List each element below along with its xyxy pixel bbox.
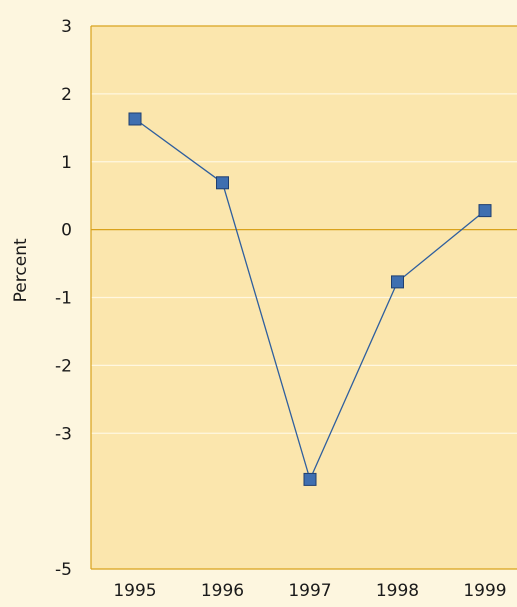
y-tick-label: 1 xyxy=(61,153,72,173)
x-tick-label: 1997 xyxy=(288,581,331,601)
data-point xyxy=(216,176,229,190)
y-tick-label: -2 xyxy=(55,356,72,376)
y-axis-label: Percent xyxy=(11,238,31,302)
x-tick-label: 1995 xyxy=(113,581,156,601)
series xyxy=(128,112,492,486)
data-point xyxy=(478,204,492,218)
y-tick-label: -1 xyxy=(55,289,72,309)
axes xyxy=(90,25,517,570)
x-tick-labels: 1995 1996 1997 1998 1999 xyxy=(113,581,506,601)
x-tick-label: 1998 xyxy=(376,581,419,601)
y-tick-label: -5 xyxy=(55,560,72,580)
x-tick-label: 1996 xyxy=(201,581,244,601)
y-tick-label: 2 xyxy=(61,85,72,105)
x-tick-label: 1999 xyxy=(463,581,506,601)
data-point xyxy=(391,275,404,289)
y-tick-label: 3 xyxy=(61,17,72,37)
y-tick-labels: 3 2 1 0 -1 -2 -3 -5 xyxy=(55,17,72,580)
data-point xyxy=(303,472,317,486)
y-tick-label: 0 xyxy=(61,221,72,241)
y-tick-label: -3 xyxy=(55,424,72,444)
data-point xyxy=(128,112,142,126)
